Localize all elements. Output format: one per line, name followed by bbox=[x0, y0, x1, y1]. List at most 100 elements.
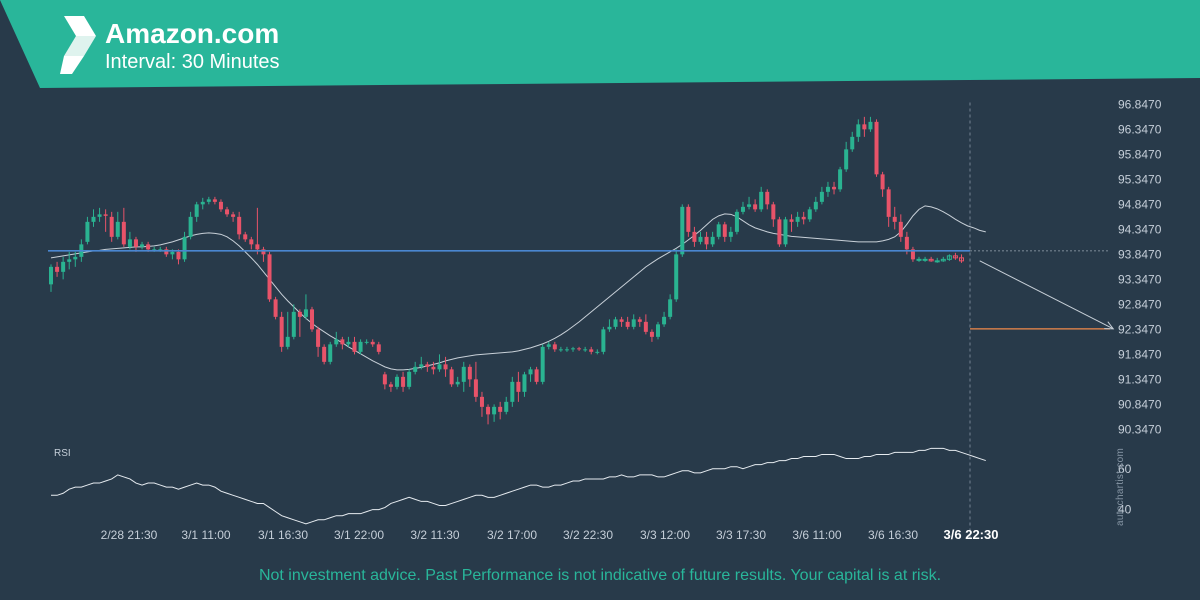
candle bbox=[771, 201, 776, 227]
x-tick-label: 3/2 11:30 bbox=[410, 528, 459, 542]
candle bbox=[182, 231, 187, 262]
candle-body bbox=[789, 219, 794, 222]
candle-body bbox=[916, 258, 922, 261]
candle bbox=[698, 231, 703, 245]
candle-body bbox=[376, 344, 381, 352]
candle bbox=[552, 341, 557, 352]
candle-body bbox=[297, 311, 302, 317]
candle bbox=[115, 211, 120, 240]
candle bbox=[589, 346, 594, 355]
candle-body bbox=[200, 201, 205, 205]
rsi-tick-label: 40 bbox=[1118, 503, 1132, 517]
candle-body bbox=[443, 364, 448, 370]
candle-body bbox=[674, 254, 679, 300]
candle-body bbox=[946, 255, 952, 260]
candle bbox=[504, 396, 509, 415]
candle bbox=[910, 246, 915, 262]
candle bbox=[218, 199, 223, 212]
candle-body bbox=[413, 366, 418, 372]
candle bbox=[564, 346, 569, 352]
candle bbox=[401, 371, 406, 392]
candle-body bbox=[492, 406, 497, 415]
candle bbox=[922, 256, 928, 262]
candle-body bbox=[856, 124, 861, 137]
candle bbox=[795, 211, 800, 227]
candle-body bbox=[267, 254, 272, 300]
candle bbox=[67, 251, 72, 270]
candle-body bbox=[382, 374, 387, 385]
candle-body bbox=[479, 396, 484, 407]
price-tick-label: 96.3470 bbox=[1118, 123, 1162, 137]
candle bbox=[285, 311, 290, 350]
candle-body bbox=[577, 348, 582, 350]
candle bbox=[291, 304, 296, 340]
x-tick-label: 3/6 11:00 bbox=[792, 528, 841, 542]
candle-body bbox=[534, 369, 539, 382]
candle-body bbox=[922, 258, 928, 261]
candle bbox=[425, 361, 430, 372]
candle bbox=[231, 211, 236, 222]
rsi-line bbox=[51, 447, 986, 525]
candle-body bbox=[619, 319, 624, 322]
candle-body bbox=[952, 255, 958, 259]
candle bbox=[492, 404, 497, 422]
price-tick-label: 91.8470 bbox=[1118, 348, 1162, 362]
candle-body bbox=[316, 329, 321, 347]
candle bbox=[649, 329, 654, 342]
candle-body bbox=[455, 381, 460, 385]
candle bbox=[473, 361, 478, 402]
candle-body bbox=[868, 121, 873, 130]
candle bbox=[916, 256, 922, 262]
candle bbox=[583, 346, 588, 352]
disclaimer-text: Not investment advice. Past Performance … bbox=[258, 567, 942, 584]
candle-body bbox=[595, 351, 600, 353]
candle bbox=[340, 336, 345, 350]
candle-body bbox=[328, 344, 333, 362]
candle-body bbox=[504, 401, 509, 412]
candle bbox=[194, 201, 199, 222]
candle-body bbox=[431, 366, 436, 370]
candle-body bbox=[109, 216, 114, 237]
candle bbox=[528, 366, 533, 382]
candle bbox=[759, 186, 764, 212]
candle bbox=[534, 366, 539, 385]
candle-body bbox=[85, 221, 90, 242]
candle bbox=[358, 339, 363, 355]
candle-body bbox=[261, 249, 266, 255]
candle bbox=[571, 346, 576, 352]
candle-body bbox=[388, 384, 393, 387]
candle-body bbox=[850, 136, 855, 150]
candle-body bbox=[807, 209, 812, 220]
candle bbox=[959, 254, 964, 263]
candle-body bbox=[73, 256, 78, 260]
forecast-arrow-line bbox=[979, 260, 1114, 330]
candle bbox=[880, 171, 885, 197]
candle bbox=[595, 349, 600, 355]
candle bbox=[449, 366, 454, 387]
candle-body bbox=[734, 211, 739, 232]
rsi-tick-label: 60 bbox=[1118, 462, 1132, 476]
candle-body bbox=[510, 381, 515, 402]
candle-body bbox=[753, 204, 758, 210]
candle-body bbox=[607, 326, 612, 330]
candle bbox=[577, 346, 582, 351]
candle-body bbox=[237, 216, 242, 235]
candle bbox=[832, 181, 837, 195]
candle bbox=[407, 369, 412, 390]
candle-body bbox=[728, 231, 733, 237]
candle bbox=[680, 204, 685, 257]
candle-body bbox=[364, 341, 369, 343]
candle bbox=[558, 346, 563, 352]
x-tick-label: 3/1 22:00 bbox=[334, 528, 384, 542]
candle bbox=[668, 294, 673, 320]
candle bbox=[728, 226, 733, 242]
candle-body bbox=[146, 244, 151, 250]
candle bbox=[898, 214, 903, 242]
candle bbox=[127, 231, 132, 250]
candle-body bbox=[558, 349, 563, 351]
candle bbox=[437, 354, 442, 372]
candle bbox=[704, 231, 709, 250]
candle-body bbox=[783, 219, 788, 245]
candle bbox=[273, 296, 278, 320]
